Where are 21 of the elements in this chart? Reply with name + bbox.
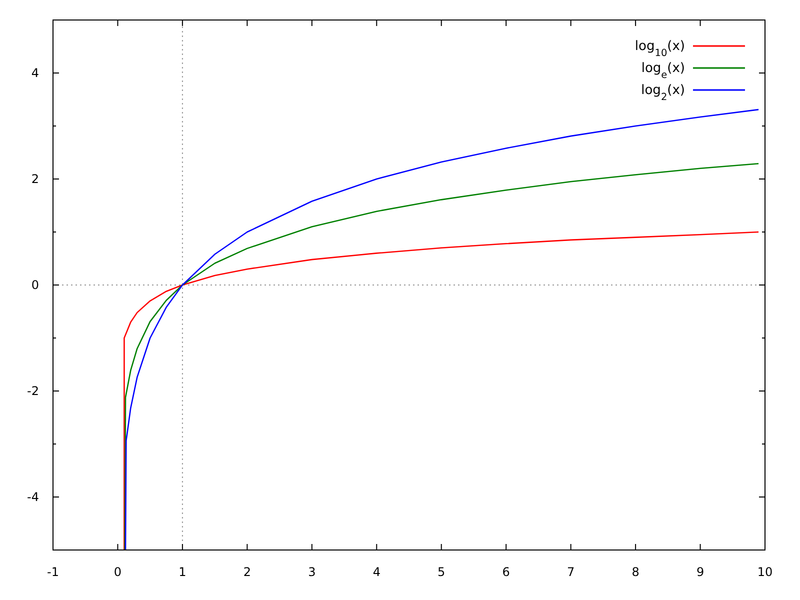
x-tick-label: 7 <box>567 565 575 579</box>
y-tick-label: 2 <box>31 172 39 186</box>
x-tick-label: 10 <box>757 565 773 579</box>
line-series <box>124 231 760 550</box>
x-tick-label: 9 <box>696 565 704 579</box>
x-tick-label: 5 <box>438 565 446 579</box>
y-tick-label: -4 <box>27 490 39 504</box>
y-tick-label: 0 <box>31 278 39 292</box>
legend-label: log$_{2}$(x) <box>641 83 685 102</box>
legend-label: log$_{10}$(x) <box>634 39 685 58</box>
y-tick-label: -2 <box>27 384 39 398</box>
x-tick-label: 4 <box>372 565 380 579</box>
x-tick-label: 3 <box>308 565 316 579</box>
x-tick-label: 2 <box>243 565 251 579</box>
legend-label: log$_{e}$(x) <box>641 61 685 80</box>
x-tick-label: 1 <box>178 565 186 579</box>
x-tick-label: 0 <box>114 565 122 579</box>
x-tick-label: -1 <box>47 565 59 579</box>
x-tick-label: 6 <box>502 565 510 579</box>
y-tick-label: 4 <box>31 66 39 80</box>
x-tick-label: 8 <box>632 565 640 579</box>
